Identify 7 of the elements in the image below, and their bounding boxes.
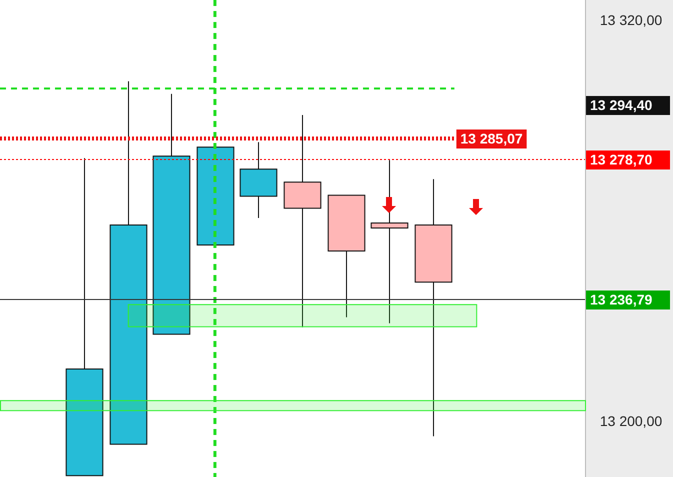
ref-line-label: 13 236,79 [590, 291, 652, 308]
ref-line-label: 13 285,07 [460, 130, 523, 146]
candlestick [284, 114, 322, 328]
y-tick-label: 13 200,00 [600, 413, 662, 430]
text: 13 294,40 [590, 96, 652, 113]
ref-line-label: 13 278,70 [590, 151, 652, 168]
y-tick-label: 13 320,00 [600, 12, 662, 28]
